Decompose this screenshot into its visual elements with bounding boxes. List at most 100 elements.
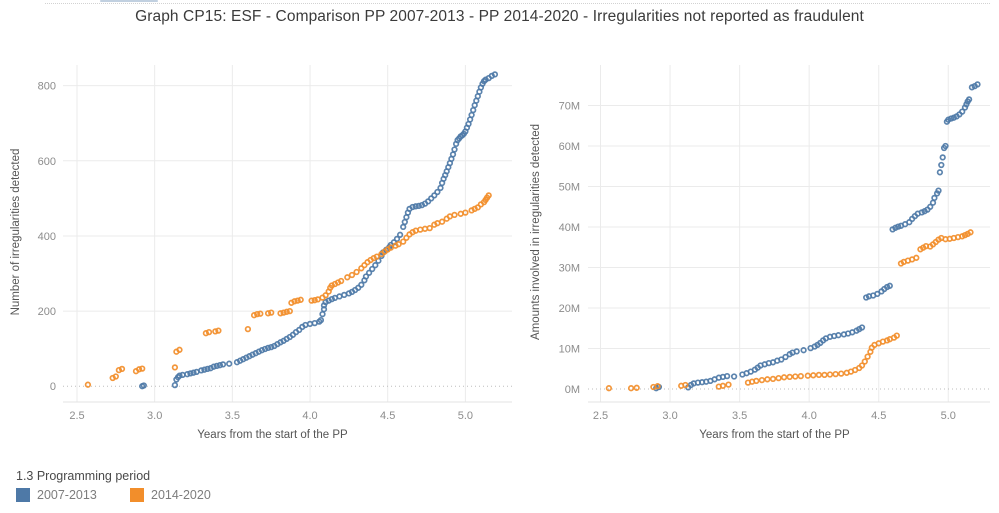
data-point-2014-2020[interactable] (426, 224, 433, 232)
data-point-2007-2013[interactable] (226, 360, 233, 367)
data-point-2007-2013[interactable] (362, 273, 370, 280)
data-point-2014-2020[interactable] (864, 353, 871, 360)
data-point-2014-2020[interactable] (400, 238, 407, 245)
data-point-2014-2020[interactable] (250, 312, 258, 319)
data-point-2014-2020[interactable] (815, 371, 823, 379)
data-point-2007-2013[interactable] (365, 269, 373, 276)
data-point-2014-2020[interactable] (775, 374, 782, 382)
data-point-2007-2013[interactable] (959, 108, 966, 115)
data-point-2007-2013[interactable] (204, 365, 211, 373)
data-point-2007-2013[interactable] (358, 281, 365, 288)
data-point-2014-2020[interactable] (294, 297, 301, 304)
data-point-2007-2013[interactable] (369, 265, 376, 273)
data-point-2014-2020[interactable] (118, 365, 126, 373)
data-point-2014-2020[interactable] (682, 381, 689, 389)
data-point-2007-2013[interactable] (470, 106, 477, 114)
data-point-2014-2020[interactable] (115, 366, 123, 374)
data-point-2014-2020[interactable] (254, 310, 261, 318)
data-point-2007-2013[interactable] (210, 363, 217, 370)
data-point-2014-2020[interactable] (277, 310, 284, 317)
legend-item-2014-2020[interactable]: 2014-2020 (130, 488, 244, 502)
data-point-2007-2013[interactable] (936, 169, 944, 176)
data-point-2007-2013[interactable] (328, 295, 335, 303)
data-point-2014-2020[interactable] (176, 346, 183, 353)
data-point-2014-2020[interactable] (215, 327, 222, 334)
data-point-2014-2020[interactable] (403, 234, 410, 241)
data-point-2014-2020[interactable] (244, 325, 252, 333)
legend-swatch-blue[interactable] (16, 488, 30, 502)
data-point-2014-2020[interactable] (337, 277, 345, 285)
data-point-2014-2020[interactable] (810, 372, 817, 379)
data-point-2007-2013[interactable] (468, 111, 475, 119)
data-point-2007-2013[interactable] (451, 146, 458, 153)
data-point-2014-2020[interactable] (967, 229, 974, 236)
data-point-2007-2013[interactable] (216, 362, 224, 369)
data-point-2014-2020[interactable] (291, 298, 298, 305)
data-point-2007-2013[interactable] (929, 199, 937, 206)
data-point-2014-2020[interactable] (627, 385, 635, 392)
data-point-2014-2020[interactable] (353, 268, 360, 276)
data-point-2014-2020[interactable] (753, 377, 760, 385)
data-point-2007-2013[interactable] (415, 202, 422, 210)
data-point-2007-2013[interactable] (974, 81, 981, 88)
data-point-2014-2020[interactable] (212, 328, 219, 335)
data-point-2007-2013[interactable] (179, 371, 186, 379)
data-point-2007-2013[interactable] (931, 194, 938, 202)
data-point-2007-2013[interactable] (201, 366, 208, 373)
data-point-2007-2013[interactable] (258, 347, 266, 354)
data-point-2007-2013[interactable] (730, 373, 738, 380)
data-point-2014-2020[interactable] (858, 362, 866, 369)
data-point-2014-2020[interactable] (725, 381, 732, 388)
data-point-2007-2013[interactable] (190, 369, 197, 376)
data-point-2007-2013[interactable] (858, 324, 866, 331)
data-point-2007-2013[interactable] (434, 188, 441, 196)
data-point-2007-2013[interactable] (942, 142, 949, 150)
data-point-2007-2013[interactable] (319, 310, 326, 318)
data-point-2007-2013[interactable] (491, 71, 499, 78)
data-point-2014-2020[interactable] (268, 309, 275, 316)
data-point-2014-2020[interactable] (139, 365, 146, 372)
data-point-2014-2020[interactable] (792, 373, 799, 380)
data-point-2007-2013[interactable] (396, 231, 404, 238)
data-point-2014-2020[interactable] (286, 307, 293, 315)
data-point-2007-2013[interactable] (835, 332, 842, 339)
data-point-2007-2013[interactable] (938, 161, 945, 169)
data-point-2014-2020[interactable] (485, 192, 492, 199)
data-point-2014-2020[interactable] (786, 373, 793, 381)
data-point-2007-2013[interactable] (965, 96, 973, 103)
data-point-2007-2013[interactable] (219, 361, 227, 368)
data-point-2014-2020[interactable] (135, 366, 143, 373)
data-point-2007-2013[interactable] (317, 316, 325, 324)
data-point-2007-2013[interactable] (393, 235, 401, 243)
data-point-2007-2013[interactable] (261, 345, 269, 353)
data-point-2007-2013[interactable] (409, 203, 416, 211)
data-point-2007-2013[interactable] (187, 370, 194, 377)
data-point-2007-2013[interactable] (213, 362, 220, 370)
data-point-2014-2020[interactable] (438, 218, 446, 225)
data-point-2014-2020[interactable] (344, 274, 351, 281)
data-point-2007-2013[interactable] (935, 187, 942, 194)
data-point-2007-2013[interactable] (171, 381, 179, 389)
data-point-2014-2020[interactable] (202, 330, 210, 337)
data-point-2014-2020[interactable] (84, 381, 92, 388)
data-point-2007-2013[interactable] (184, 371, 191, 378)
data-point-2014-2020[interactable] (758, 376, 766, 384)
data-point-2014-2020[interactable] (348, 271, 356, 279)
data-point-2014-2020[interactable] (462, 209, 469, 216)
data-point-2014-2020[interactable] (283, 308, 290, 315)
data-point-2014-2020[interactable] (421, 225, 429, 232)
data-point-2007-2013[interactable] (939, 154, 946, 161)
data-point-2007-2013[interactable] (449, 151, 457, 158)
data-point-2014-2020[interactable] (171, 364, 179, 371)
data-point-2014-2020[interactable] (821, 371, 828, 379)
data-point-2007-2013[interactable] (895, 223, 902, 230)
data-point-2007-2013[interactable] (431, 192, 438, 199)
data-point-2014-2020[interactable] (780, 374, 788, 381)
data-point-2014-2020[interactable] (297, 296, 304, 303)
data-point-2007-2013[interactable] (268, 343, 275, 351)
data-point-2014-2020[interactable] (797, 372, 804, 380)
data-point-2007-2013[interactable] (412, 203, 419, 210)
data-point-2007-2013[interactable] (723, 372, 731, 380)
data-point-2014-2020[interactable] (893, 332, 900, 339)
data-point-2007-2013[interactable] (176, 372, 183, 379)
